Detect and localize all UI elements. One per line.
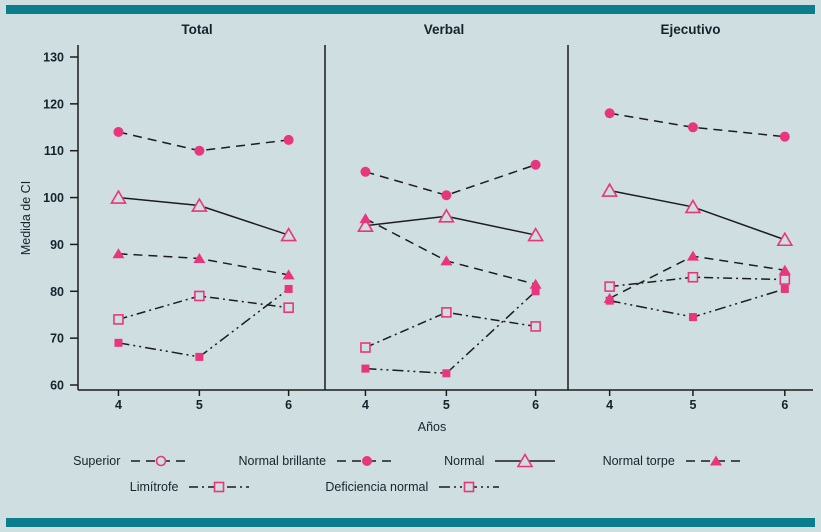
legend-row-2: Limítrofe Deficiencia normal (0, 474, 726, 500)
svg-text:5: 5 (443, 398, 450, 412)
x-axis-title: Años (418, 420, 447, 434)
legend-label-limitrofe: Limítrofe (129, 480, 179, 494)
legend-label-normal: Normal (444, 454, 485, 468)
legend-item-normal-brillante: Normal brillante (239, 453, 400, 469)
svg-text:5: 5 (196, 398, 203, 412)
panel-ejecutivo: Ejecutivo 4 5 6 (567, 22, 794, 412)
bottom-border-bar (6, 518, 815, 527)
legend-item-normal-torpe: Normal torpe (603, 453, 748, 469)
panel-title: Total (181, 22, 212, 37)
y-axis: 130 120 110 100 90 80 70 60 Medida de CI (19, 51, 78, 393)
legend-item-superior: Superior (73, 453, 193, 469)
series-limítrofe (604, 271, 791, 292)
svg-text:90: 90 (50, 238, 64, 252)
legend-marker-superior-icon (131, 455, 192, 467)
series-normal (601, 182, 794, 247)
legend-marker-normal-icon (495, 453, 556, 468)
series-normal-brillante (604, 108, 790, 142)
svg-text:70: 70 (50, 332, 64, 346)
series-limítrofe (113, 290, 294, 325)
legend-label-deficiencia-normal: Deficiencia normal (325, 480, 429, 494)
y-axis-title: Medida de CI (19, 181, 33, 255)
svg-text:6: 6 (285, 398, 292, 412)
svg-text:130: 130 (43, 51, 64, 65)
legend-label-superior: Superior (73, 454, 121, 468)
legend-item-deficiencia-normal: Deficiencia normal (325, 479, 501, 495)
legend-marker-deficiencia-normal-icon (439, 481, 500, 493)
svg-text:120: 120 (43, 97, 64, 111)
legend-label-normal-torpe: Normal torpe (602, 454, 675, 468)
svg-text:60: 60 (50, 379, 64, 393)
chart-legend: Superior Normal brillante Normal Normal … (0, 448, 821, 500)
svg-text:100: 100 (43, 191, 64, 205)
series-normal (357, 208, 545, 242)
series-normal-torpe (359, 213, 542, 289)
legend-marker-limitrofe-icon (189, 481, 250, 493)
svg-text:4: 4 (115, 398, 122, 412)
legend-marker-normal-brillante-icon (337, 456, 398, 466)
svg-text:6: 6 (781, 398, 788, 412)
series-normal (110, 189, 298, 242)
series-deficiencia-normal (605, 284, 789, 322)
panel-total: Total 4 5 6 (77, 22, 298, 412)
series-normal-torpe (112, 248, 295, 280)
series-deficiencia-normal (361, 287, 540, 378)
iq-line-chart: 130 120 110 100 90 80 70 60 Medida de CI Total 4 5 6… (19, 22, 813, 434)
panel-title: Ejecutivo (660, 22, 720, 37)
svg-text:5: 5 (689, 398, 696, 412)
series-deficiencia-normal (114, 284, 293, 361)
legend-marker-normal-torpe-icon (685, 455, 746, 466)
panel-verbal: Verbal 4 5 6 (324, 22, 545, 412)
legend-row-1: Superior Normal brillante Normal Normal … (0, 448, 821, 474)
legend-item-limitrofe: Limítrofe (130, 479, 252, 495)
svg-text:4: 4 (362, 398, 369, 412)
legend-label-normal-brillante: Normal brillante (238, 454, 327, 468)
svg-text:110: 110 (44, 144, 64, 158)
series-limítrofe (360, 307, 541, 353)
svg-text:4: 4 (606, 398, 613, 412)
legend-item-normal: Normal (444, 453, 557, 469)
panel-title: Verbal (424, 22, 465, 37)
series-normal-brillante (113, 126, 294, 156)
series-normal-brillante (360, 159, 541, 201)
svg-text:6: 6 (532, 398, 539, 412)
top-border-bar (6, 5, 815, 14)
svg-text:80: 80 (50, 285, 64, 299)
